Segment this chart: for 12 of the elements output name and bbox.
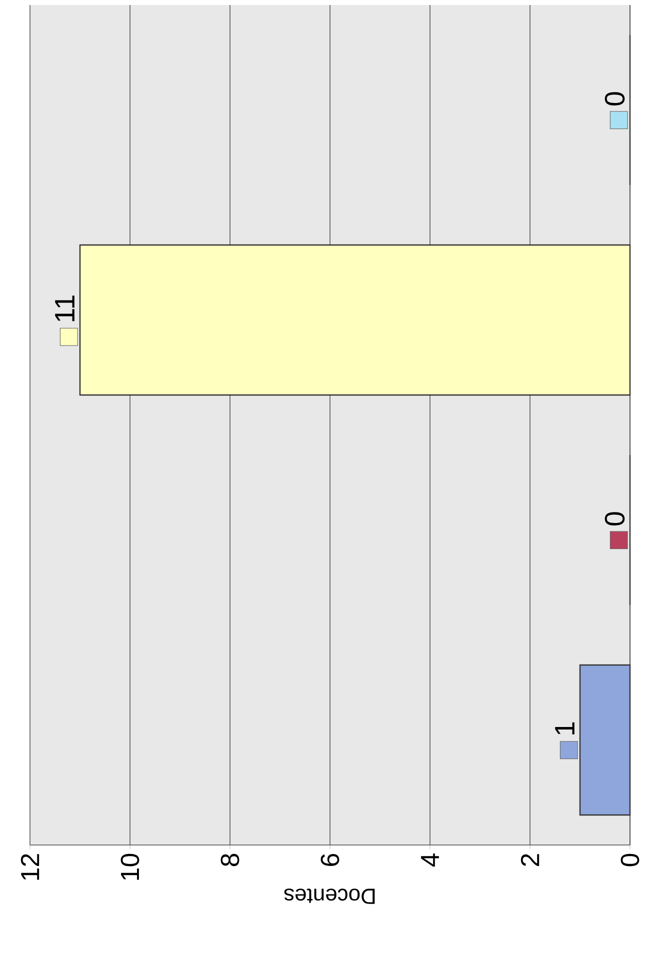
x-tick-label: 6	[320, 854, 340, 866]
data-label: 0	[604, 92, 625, 106]
x-tick-label: 8	[220, 854, 240, 866]
x-tick-label: 0	[620, 854, 640, 866]
x-tick-label: 10	[120, 854, 140, 880]
x-tick-label: 12	[20, 854, 40, 880]
x-axis-title: Docentes	[284, 888, 375, 904]
x-tick-label: 2	[520, 854, 540, 866]
data-label: 0	[604, 512, 625, 526]
x-tick-label: 4	[421, 854, 439, 867]
data-label: 11	[55, 296, 74, 322]
data-label: 1	[555, 722, 574, 734]
